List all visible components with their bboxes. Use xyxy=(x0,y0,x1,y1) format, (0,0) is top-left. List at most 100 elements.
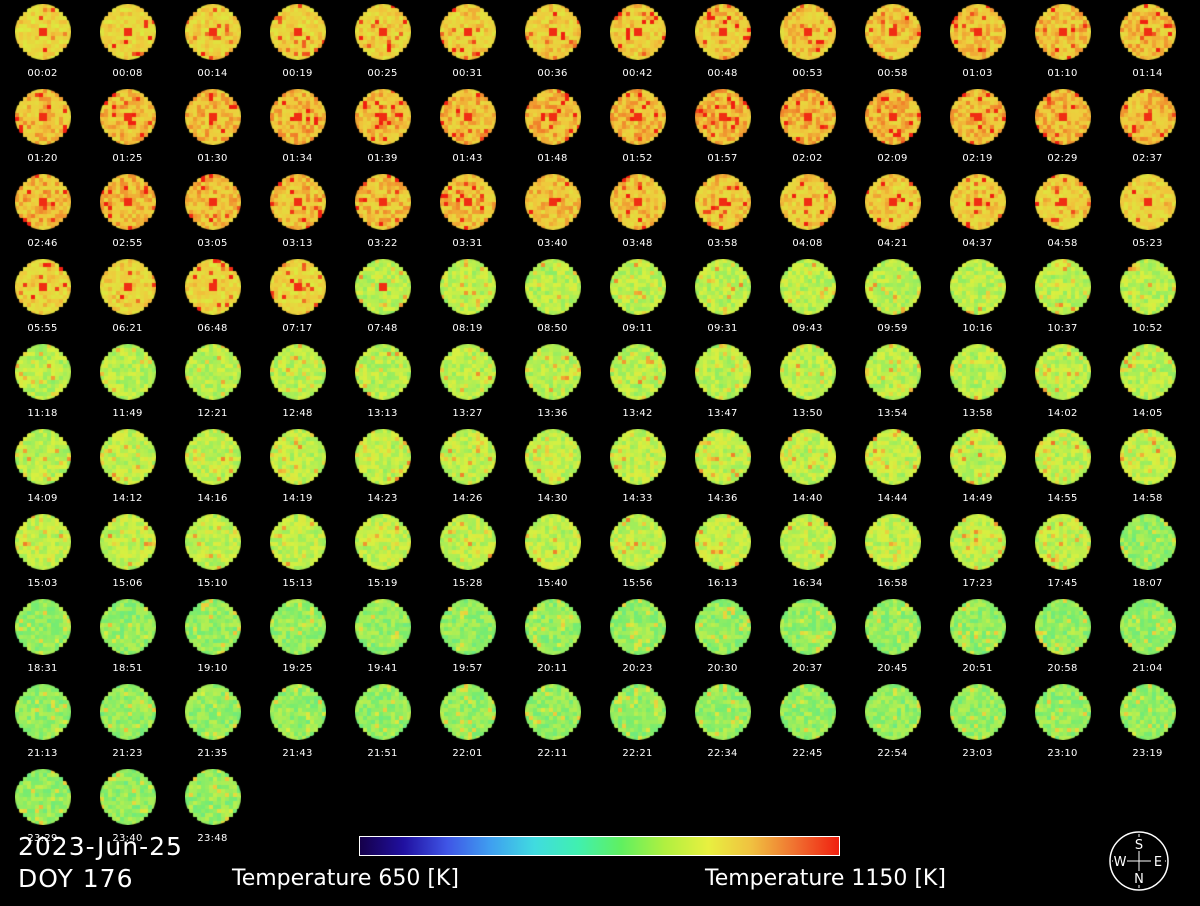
frame-time-label: 21:35 xyxy=(197,748,228,759)
sky-frame: 22:01 xyxy=(425,680,510,765)
sky-frame: 23:03 xyxy=(935,680,1020,765)
frame-time-label: 20:23 xyxy=(622,663,653,674)
frame-time-label: 14:30 xyxy=(537,493,568,504)
sky-frame: 22:54 xyxy=(850,680,935,765)
sky-frame: 03:58 xyxy=(680,170,765,255)
frame-time-label: 09:11 xyxy=(622,323,653,334)
temperature-map-image xyxy=(15,344,71,400)
doy-label: DOY 176 xyxy=(18,864,134,893)
temperature-map-image xyxy=(780,684,836,740)
sky-frame: 00:48 xyxy=(680,0,765,85)
temperature-map-image xyxy=(440,514,496,570)
temperature-map-image xyxy=(100,514,156,570)
temperature-map-image xyxy=(865,89,921,145)
frame-time-label: 14:05 xyxy=(1132,408,1163,419)
sky-frame: 01:43 xyxy=(425,85,510,170)
frame-time-label: 22:01 xyxy=(452,748,483,759)
frame-time-label: 00:58 xyxy=(877,68,908,79)
sky-frame: 17:23 xyxy=(935,510,1020,595)
sky-frame: 09:31 xyxy=(680,255,765,340)
temperature-map-image xyxy=(950,514,1006,570)
temperature-map-image xyxy=(100,344,156,400)
temperature-map-image xyxy=(1120,89,1176,145)
temperature-map-image xyxy=(440,684,496,740)
frame-time-label: 02:29 xyxy=(1047,153,1078,164)
sky-frame: 22:34 xyxy=(680,680,765,765)
sky-frame: 15:03 xyxy=(0,510,85,595)
frame-time-label: 13:13 xyxy=(367,408,398,419)
sky-frame: 02:02 xyxy=(765,85,850,170)
temperature-map-image xyxy=(185,514,241,570)
sky-frame: 01:25 xyxy=(85,85,170,170)
frame-time-label: 00:19 xyxy=(282,68,313,79)
temperature-map-image xyxy=(440,429,496,485)
frame-time-label: 21:43 xyxy=(282,748,313,759)
sky-frame: 07:17 xyxy=(255,255,340,340)
compass-west: W xyxy=(1114,855,1127,870)
temperature-map-image xyxy=(270,89,326,145)
temperature-map-image xyxy=(15,259,71,315)
temperature-map-image xyxy=(440,344,496,400)
frame-time-label: 00:25 xyxy=(367,68,398,79)
frame-time-label: 14:58 xyxy=(1132,493,1163,504)
sky-frame: 13:42 xyxy=(595,340,680,425)
frame-time-label: 19:25 xyxy=(282,663,313,674)
temperature-map-image xyxy=(525,684,581,740)
sky-frame: 01:52 xyxy=(595,85,680,170)
temperature-map-image xyxy=(355,599,411,655)
sky-frame: 10:37 xyxy=(1020,255,1105,340)
temperature-map-image xyxy=(865,259,921,315)
frame-time-label: 00:08 xyxy=(112,68,143,79)
sky-frame: 01:14 xyxy=(1105,0,1190,85)
temperature-map-image xyxy=(15,174,71,230)
temperature-map-image xyxy=(1035,89,1091,145)
temperature-map-image xyxy=(270,514,326,570)
temperature-map-image xyxy=(950,89,1006,145)
sky-frame: 00:25 xyxy=(340,0,425,85)
frame-time-label: 03:13 xyxy=(282,238,313,249)
frame-time-label: 14:09 xyxy=(27,493,58,504)
temperature-map-image xyxy=(780,259,836,315)
temperature-map-image xyxy=(440,4,496,60)
sky-frame: 10:52 xyxy=(1105,255,1190,340)
frame-time-label: 14:26 xyxy=(452,493,483,504)
frame-time-label: 14:23 xyxy=(367,493,398,504)
temperature-map-image xyxy=(865,4,921,60)
frame-time-label: 01:30 xyxy=(197,153,228,164)
frame-time-label: 15:19 xyxy=(367,578,398,589)
sky-frame: 00:19 xyxy=(255,0,340,85)
compass-east: E xyxy=(1154,855,1162,870)
frame-time-label: 11:49 xyxy=(112,408,143,419)
sky-frame: 09:59 xyxy=(850,255,935,340)
sky-frame: 14:55 xyxy=(1020,425,1105,510)
temperature-map-image xyxy=(950,599,1006,655)
frame-time-label: 05:23 xyxy=(1132,238,1163,249)
sky-frame: 15:19 xyxy=(340,510,425,595)
sky-frame: 01:20 xyxy=(0,85,85,170)
temperature-map-image xyxy=(865,429,921,485)
sky-frame: 03:13 xyxy=(255,170,340,255)
sky-frame: 00:08 xyxy=(85,0,170,85)
frame-time-label: 22:54 xyxy=(877,748,908,759)
frame-time-label: 00:02 xyxy=(27,68,58,79)
sky-frame: 20:23 xyxy=(595,595,680,680)
temperature-map-image xyxy=(525,429,581,485)
sky-frame: 02:37 xyxy=(1105,85,1190,170)
frame-time-label: 15:13 xyxy=(282,578,313,589)
sky-frame: 14:26 xyxy=(425,425,510,510)
sky-frame: 14:19 xyxy=(255,425,340,510)
temperature-map-image xyxy=(525,4,581,60)
temperature-map-image xyxy=(100,4,156,60)
frame-time-label: 06:21 xyxy=(112,323,143,334)
frame-time-label: 13:42 xyxy=(622,408,653,419)
frame-time-label: 00:14 xyxy=(197,68,228,79)
temperature-map-image xyxy=(780,514,836,570)
temperature-map-image xyxy=(865,514,921,570)
frame-time-label: 20:37 xyxy=(792,663,823,674)
sky-frame: 00:14 xyxy=(170,0,255,85)
frame-time-label: 15:28 xyxy=(452,578,483,589)
frame-time-label: 10:16 xyxy=(962,323,993,334)
temperature-map-image xyxy=(780,599,836,655)
sky-frame: 14:16 xyxy=(170,425,255,510)
frame-time-label: 01:20 xyxy=(27,153,58,164)
